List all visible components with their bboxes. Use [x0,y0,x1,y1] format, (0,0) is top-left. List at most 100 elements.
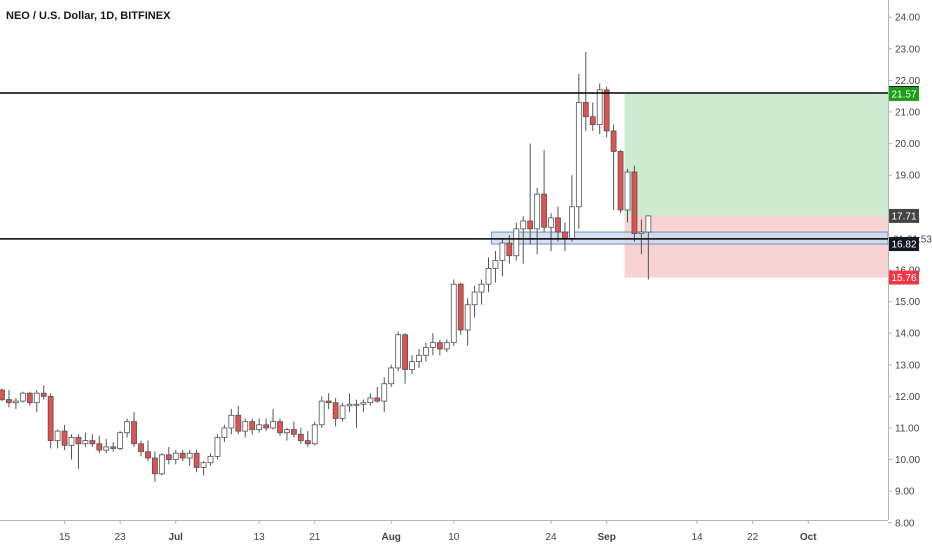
candle-body [492,260,499,269]
candle [388,364,395,387]
price-tick-label: 15.00 [895,297,920,308]
time-tick-label: 15 [59,532,71,543]
candle [158,453,165,476]
profit-zone [624,93,888,216]
candle-body [277,421,283,434]
candle-body [242,421,249,432]
candle-body [346,403,353,407]
time-tick-label: 24 [545,532,557,543]
price-badge: 15.76 [889,270,919,285]
price-badge: 17.71 [889,208,919,223]
candle [228,409,235,435]
candle-body [270,421,276,429]
candle-body [332,402,339,419]
candle [603,86,610,138]
price-tick-label: 24.00 [895,13,920,24]
time-tick-label: 23 [115,532,127,543]
candle [117,431,124,451]
candle [89,434,96,447]
loss-zone [624,215,888,278]
candle [54,429,61,449]
time-tick-label: Aug [381,532,400,543]
candle [207,453,214,466]
candle-body [464,304,471,331]
candle-body [214,437,221,457]
price-badge: 16.82 [889,237,919,252]
candle-body [575,102,582,208]
candle [596,83,603,135]
candle-body [436,342,443,350]
price-axis: 8.00 9.00 10.00 11.00 12.00 13.00 14.00 15.00 16… [888,0,932,529]
candle [409,355,415,375]
candle-body [353,403,360,406]
candle-body [186,452,193,459]
price-badge-label: 15.76 [891,273,916,284]
candle-body [367,397,374,404]
candle [61,424,68,451]
candle [548,213,554,251]
candle-body [131,421,137,445]
candle-body [395,334,402,369]
candle [124,418,130,438]
candle [367,393,374,406]
candle [151,451,158,482]
symbol-title: NEO / U.S. Dollar, 1D, BITFINEX [6,10,171,22]
candle [19,391,26,403]
candle [256,418,263,433]
candle-body [610,130,617,152]
candle [6,390,12,408]
candle-body [304,440,311,445]
candle-body [457,283,464,331]
candle-body [75,437,82,445]
candle-body [96,443,103,451]
candle-body [26,392,33,404]
price-tick-label: 11.00 [895,423,920,434]
candle-body [256,424,263,430]
candle [631,165,638,242]
time-axis: 15 23 Jul 13 21 Aug 10 24 Sep 14 22 Oct [0,520,888,543]
candle [214,434,221,460]
candle-body [360,402,367,405]
candle [200,461,207,476]
candle [82,432,89,447]
candle-body [207,455,214,464]
candle [416,348,422,368]
candle [68,434,75,460]
candle-body [555,217,561,233]
candle-body [124,421,130,434]
price-badge-bg [889,208,919,223]
candle [263,418,270,432]
candle [499,238,506,277]
price-tick-label: 12.00 [895,392,920,403]
candle-body [541,193,547,228]
candle [562,222,568,251]
candle-body [311,424,318,445]
candle-body [534,193,541,230]
candle-body [179,452,186,459]
candle [193,450,200,473]
candle-body [40,392,47,397]
candle-body [548,217,554,228]
price-tick-label: 20.00 [895,139,920,150]
candle-body [12,400,19,404]
price-badge-label: 21.57 [891,89,916,100]
candle [520,216,527,264]
candle-body [582,102,589,118]
candle [506,235,513,264]
candle-body [527,220,534,230]
price-tick-label: 14.00 [895,329,920,340]
candle [33,390,40,413]
candle-body [631,171,638,235]
candle-body [325,400,332,404]
candle [423,342,429,362]
candle-body [193,452,200,468]
candle-body [645,215,652,233]
candle [290,421,297,438]
candle-body [429,342,436,348]
candle [311,421,318,446]
price-badge-bg [889,237,919,252]
candle-body [151,457,158,475]
candle [638,219,645,255]
candle [165,446,172,465]
zones-layer [490,93,889,278]
